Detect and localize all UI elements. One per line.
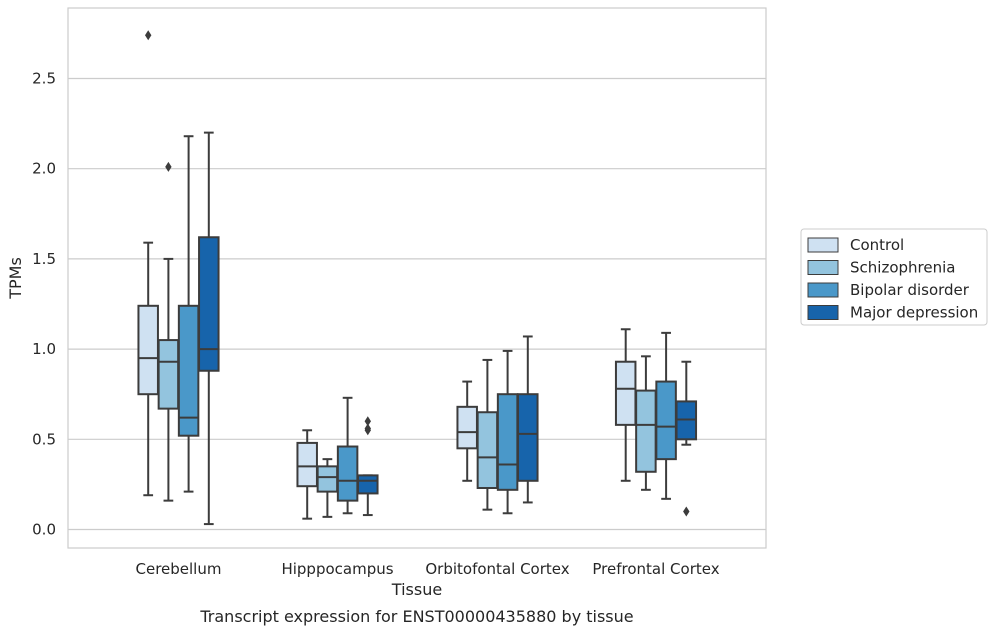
box-iqr xyxy=(296,441,318,488)
legend-label: Bipolar disorder xyxy=(850,281,970,299)
box-iqr xyxy=(476,411,499,490)
x-tick-labels: Cerebellum Hipppocampus Orbitofontal Corte… xyxy=(136,560,720,578)
x-axis-title: Tissue xyxy=(391,580,442,599)
series-group xyxy=(157,161,657,518)
box-iqr xyxy=(137,304,159,396)
legend-swatch xyxy=(807,305,839,320)
y-axis-title: TPMs xyxy=(6,257,25,300)
box-iqr xyxy=(157,339,180,410)
legend: Control Schizophrenia Bipolar disorder Majo… xyxy=(800,228,988,326)
legend-frame xyxy=(800,228,988,326)
y-tick-label: 2.5 xyxy=(32,70,56,88)
outlier-point xyxy=(364,423,371,434)
box-series xyxy=(137,30,698,526)
y-tick-label: 0.0 xyxy=(32,521,56,539)
x-tick-label: Prefrontal Cortex xyxy=(592,560,719,578)
x-tick-label: Orbitofontal Cortex xyxy=(425,560,569,578)
outlier-point xyxy=(145,30,152,41)
legend-label: Control xyxy=(850,236,904,254)
box-iqr xyxy=(635,389,657,473)
box-iqr xyxy=(357,474,379,495)
plot-area xyxy=(68,8,766,548)
series-group xyxy=(137,30,637,520)
y-tick-label: 1.0 xyxy=(32,340,56,358)
outlier-point xyxy=(683,506,690,517)
plot-frame xyxy=(67,7,767,549)
box-iqr xyxy=(316,465,339,493)
y-tick-label: 2.0 xyxy=(32,160,56,178)
x-tick-label: Cerebellum xyxy=(136,560,222,578)
y-tick-labels: 0.0 0.5 1.0 1.5 2.0 2.5 xyxy=(32,70,56,539)
box-iqr xyxy=(456,405,478,450)
y-tick-label: 0.5 xyxy=(32,430,56,448)
legend-swatch xyxy=(807,260,839,275)
outlier-point xyxy=(165,161,172,172)
box-iqr xyxy=(614,360,637,426)
box-iqr xyxy=(496,393,519,491)
legend-swatch xyxy=(807,237,839,253)
legend-label: Schizophrenia xyxy=(850,259,955,277)
box-iqr xyxy=(336,445,359,502)
series-group xyxy=(198,131,698,526)
legend-swatch xyxy=(807,282,839,298)
series-group xyxy=(177,135,677,515)
box-iqr xyxy=(517,393,539,482)
box-iqr xyxy=(177,304,200,437)
outlier-point xyxy=(364,416,371,427)
legend-label: Major depression xyxy=(850,304,978,322)
box-iqr xyxy=(655,380,677,461)
x-tick-label: Hipppocampus xyxy=(281,560,393,578)
box-iqr xyxy=(198,236,220,372)
chart-caption: Transcript expression for ENST0000043588… xyxy=(199,607,633,626)
y-tick-label: 1.5 xyxy=(32,250,56,268)
